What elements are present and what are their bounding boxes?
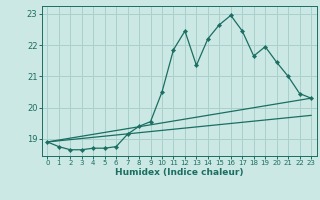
X-axis label: Humidex (Indice chaleur): Humidex (Indice chaleur) [115, 168, 244, 177]
